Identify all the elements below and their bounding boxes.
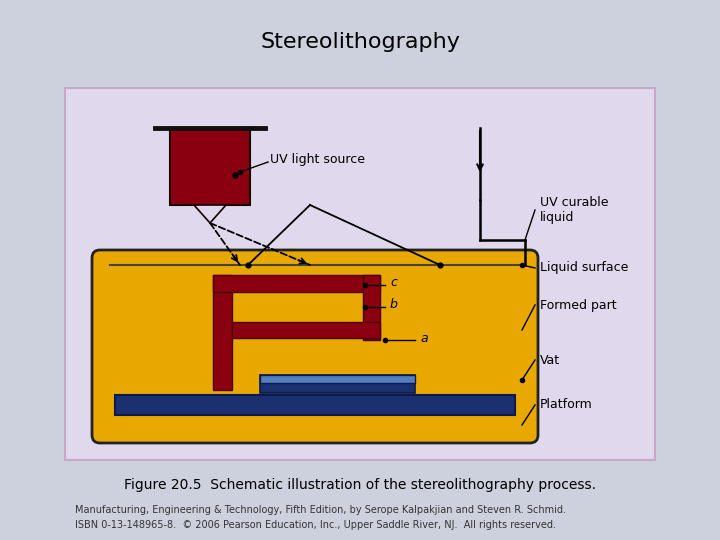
Text: Liquid surface: Liquid surface bbox=[540, 261, 629, 274]
Bar bbox=[213, 275, 380, 292]
Text: a: a bbox=[420, 332, 428, 345]
Text: ISBN 0-13-148965-8.  © 2006 Pearson Education, Inc., Upper Saddle River, NJ.  Al: ISBN 0-13-148965-8. © 2006 Pearson Educa… bbox=[75, 520, 556, 530]
Text: Stereolithography: Stereolithography bbox=[260, 32, 460, 52]
FancyBboxPatch shape bbox=[92, 250, 538, 443]
Bar bbox=[363, 275, 380, 340]
Text: Figure 20.5  Schematic illustration of the stereolithography process.: Figure 20.5 Schematic illustration of th… bbox=[124, 478, 596, 492]
Text: Vat: Vat bbox=[540, 354, 560, 367]
Text: b: b bbox=[390, 299, 398, 312]
Bar bbox=[115, 395, 515, 415]
Text: UV curable
liquid: UV curable liquid bbox=[540, 196, 608, 224]
Bar bbox=[65, 88, 655, 460]
Bar bbox=[260, 375, 415, 383]
Bar bbox=[260, 375, 415, 393]
Bar bbox=[213, 275, 232, 390]
Text: c: c bbox=[390, 276, 397, 289]
Bar bbox=[232, 322, 380, 338]
Text: Formed part: Formed part bbox=[540, 299, 616, 312]
Polygon shape bbox=[194, 205, 226, 223]
Bar bbox=[170, 128, 250, 205]
Text: Platform: Platform bbox=[540, 399, 593, 411]
Text: Manufacturing, Engineering & Technology, Fifth Edition, by Serope Kalpakjian and: Manufacturing, Engineering & Technology,… bbox=[75, 505, 566, 515]
Text: UV light source: UV light source bbox=[270, 153, 365, 166]
